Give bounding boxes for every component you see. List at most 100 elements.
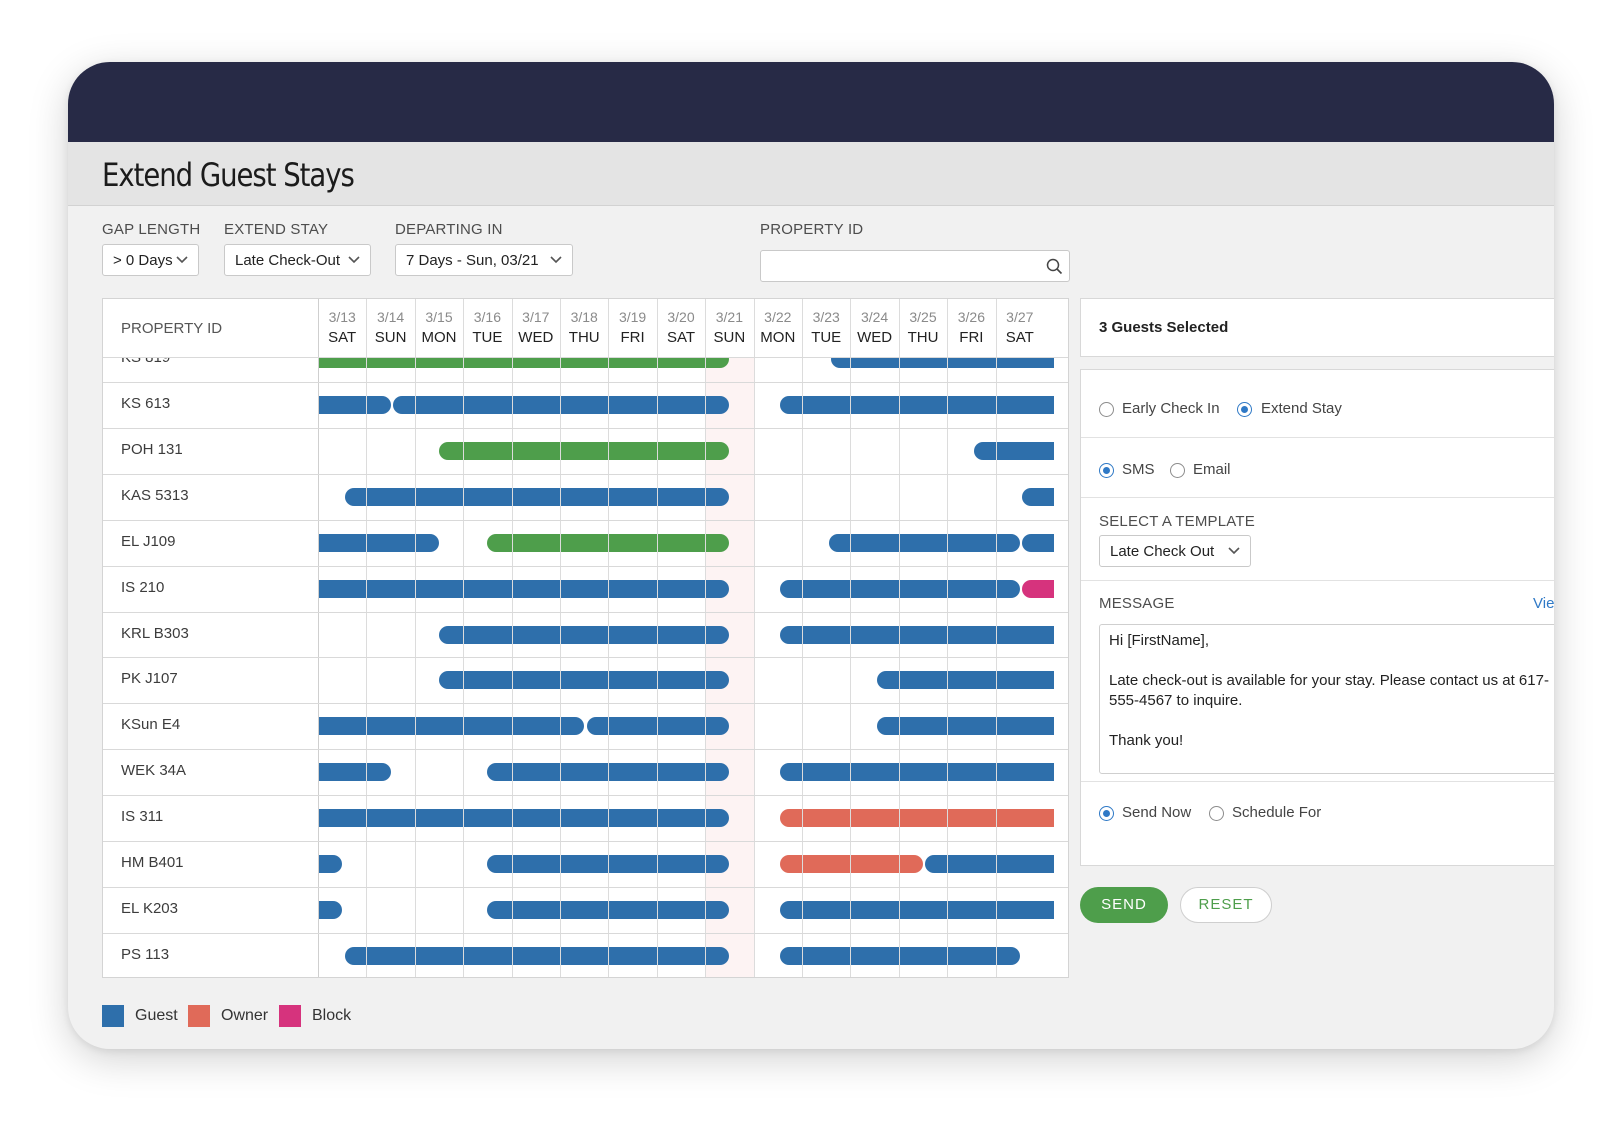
property-id: EL K203: [121, 899, 178, 917]
day-date: 3/13: [328, 309, 356, 325]
booking-bar-guest[interactable]: [780, 763, 1054, 782]
extend-stay-radio[interactable]: [1237, 402, 1252, 417]
booking-bar-guest[interactable]: [318, 579, 730, 598]
booking-bar-guest[interactable]: [344, 487, 730, 506]
booking-bar-guest[interactable]: [780, 946, 1020, 965]
day-header: 3/14 SUN: [366, 299, 414, 357]
schedule-for-radio[interactable]: [1209, 806, 1224, 821]
booking-bar-guest[interactable]: [318, 809, 730, 828]
booking-bar-guest[interactable]: [828, 533, 1020, 552]
availability-calendar: PROPERTY ID 3/13 SAT 3/14 SUN 3/15 MON 3/16 TUE…: [102, 298, 1069, 978]
booking-bar-guest[interactable]: [925, 855, 1054, 873]
booking-bar-guest[interactable]: [318, 533, 439, 552]
booking-bar-guest[interactable]: [344, 946, 730, 965]
gap-length-select[interactable]: > 0 Days: [102, 244, 199, 276]
departing-in-select[interactable]: 7 Days - Sun, 03/21: [395, 244, 573, 276]
property-id-search[interactable]: [760, 250, 1070, 282]
booking-bar-guest[interactable]: [780, 396, 1054, 414]
booking-bar-guest[interactable]: [318, 396, 391, 414]
extend-stay-option-label: Extend Stay: [1261, 400, 1342, 417]
column-divider: [995, 299, 997, 977]
row-divider: [103, 749, 1068, 751]
column-divider: [560, 299, 561, 977]
booking-bar-guest[interactable]: [780, 900, 1054, 919]
calendar-row[interactable]: EL K203: [103, 887, 1068, 933]
send-now-radio[interactable]: [1099, 806, 1114, 821]
booking-bar-guest[interactable]: [877, 717, 1054, 736]
calendar-row[interactable]: EL J109: [103, 520, 1068, 566]
day-date: 3/15: [425, 309, 453, 325]
booking-bar-guest[interactable]: [973, 441, 1054, 460]
booking-bar-owner[interactable]: [780, 855, 923, 873]
email-radio[interactable]: [1170, 463, 1185, 478]
calendar-row[interactable]: KS 613: [103, 382, 1068, 428]
calendar-row[interactable]: PS 113: [103, 933, 1068, 977]
booking-bar-guest[interactable]: [439, 625, 730, 644]
calendar-row[interactable]: KSun E4: [103, 703, 1068, 749]
row-divider: [103, 703, 1068, 705]
calendar-row[interactable]: POH 131: [103, 428, 1068, 474]
reset-button[interactable]: RESET: [1180, 887, 1272, 923]
page-title: Extend Guest Stays: [102, 156, 355, 194]
early-check-in-radio[interactable]: [1099, 402, 1114, 417]
day-weekday: SAT: [1005, 329, 1034, 346]
booking-bar-guest[interactable]: [586, 717, 730, 736]
row-divider: [103, 886, 1068, 888]
divider: [1081, 781, 1554, 782]
chevron-down-icon: [1228, 547, 1240, 555]
day-date: 3/17: [522, 309, 550, 325]
booking-bar-guest[interactable]: [318, 763, 391, 782]
top-nav-bar: [68, 62, 1554, 142]
day-weekday: TUE: [811, 329, 842, 346]
legend-label: Guest: [135, 1007, 178, 1024]
search-icon[interactable]: [1046, 258, 1063, 275]
day-date: 3/19: [618, 309, 647, 325]
booking-bar-guest[interactable]: [318, 900, 343, 919]
message-line: Hi [FirstName],: [1109, 632, 1210, 649]
booking-bar-guest[interactable]: [318, 855, 343, 873]
property-id-label: PROPERTY ID: [760, 221, 864, 238]
extend-stay-select[interactable]: Late Check-Out: [224, 244, 371, 276]
booking-bar-guest[interactable]: [780, 579, 1020, 598]
booking-bar-guest[interactable]: [318, 717, 585, 736]
row-divider: [103, 611, 1068, 613]
booking-bar-guest[interactable]: [780, 625, 1054, 644]
booking-bar-selected[interactable]: [439, 441, 730, 460]
column-divider: [850, 299, 852, 977]
day-date: 3/24: [860, 309, 889, 325]
calendar-row[interactable]: KRL B303: [103, 612, 1068, 658]
message-textarea[interactable]: Hi [FirstName], Late check-out is availa…: [1099, 624, 1554, 774]
booking-bar-guest[interactable]: [439, 671, 730, 690]
calendar-row[interactable]: IS 210: [103, 566, 1068, 612]
booking-bar-guest[interactable]: [1022, 533, 1054, 552]
row-divider: [103, 382, 1068, 383]
message-label: MESSAGE: [1099, 595, 1175, 612]
row-divider: [103, 473, 1068, 475]
column-divider: [947, 299, 949, 977]
calendar-row[interactable]: WEK 34A: [103, 749, 1068, 795]
calendar-row[interactable]: PK J107: [103, 657, 1068, 703]
template-select[interactable]: Late Check Out: [1099, 535, 1251, 567]
calendar-row[interactable]: KAS 5313: [103, 474, 1068, 520]
app-window: Extend Guest Stays GAP LENGTH > 0 Days E…: [68, 62, 1554, 1049]
column-divider: [753, 299, 755, 977]
day-weekday: THU: [568, 329, 600, 346]
booking-bar-guest[interactable]: [393, 396, 730, 414]
booking-bar-guest[interactable]: [1022, 487, 1054, 506]
send-button[interactable]: SEND: [1080, 887, 1168, 923]
divider: [1081, 497, 1554, 498]
view-message-link[interactable]: View: [1533, 595, 1554, 612]
calendar-row[interactable]: HM B401: [103, 841, 1068, 887]
day-date: 3/21: [715, 309, 743, 325]
legend-swatch: [279, 1005, 301, 1027]
extend-stay-label: EXTEND STAY: [224, 221, 329, 238]
column-divider: [511, 299, 513, 977]
booking-bar-owner[interactable]: [780, 809, 1054, 828]
day-date: 3/14: [376, 309, 405, 325]
booking-bar-block[interactable]: [1022, 579, 1054, 598]
legend-label: Owner: [221, 1007, 269, 1024]
row-divider: [103, 841, 1068, 842]
booking-bar-guest[interactable]: [877, 671, 1054, 690]
sms-radio[interactable]: [1099, 463, 1114, 478]
calendar-row[interactable]: IS 311: [103, 795, 1068, 841]
